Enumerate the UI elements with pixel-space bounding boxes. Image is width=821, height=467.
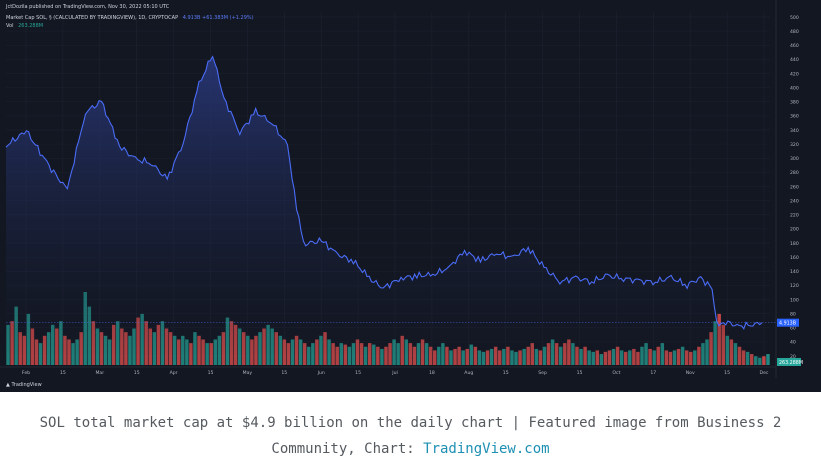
y-axis-tick-label: 160 — [790, 255, 799, 261]
chart-frame: 500 480 460 440 420 400 380 360 340 320 300 280 260 2… — [0, 0, 821, 392]
market-cap-chart: 500 480 460 440 420 400 380 360 340 320 300 280 260 2… — [0, 0, 803, 378]
y-axis-tick-label: 380 — [790, 100, 799, 106]
x-axis-tick-label: Feb — [22, 370, 30, 376]
x-axis-tick-label: Oct — [612, 370, 620, 376]
y-axis-tick-label: 260 — [790, 184, 799, 190]
x-axis-tick-label: Dec — [760, 370, 769, 376]
x-axis-tick-label: Jul — [391, 370, 398, 376]
x-axis-tick-label: 15 — [134, 370, 140, 376]
x-axis-tick-label: Nov — [686, 370, 695, 376]
y-axis-tick-label: 20 — [790, 354, 796, 360]
y-axis-tick-label: 340 — [790, 128, 799, 134]
y-axis-tick-label: 80 — [790, 311, 796, 317]
vol-value: 263.288M — [18, 23, 44, 29]
legend-title: Market Cap SOL, § (CALCULATED BY TRADING… — [6, 15, 179, 21]
vol-badge-label: 263.288M — [779, 360, 803, 366]
y-axis-tick-label: 360 — [790, 114, 799, 120]
y-axis-tick-label: 120 — [790, 283, 799, 289]
y-axis-tick-label: 500 — [790, 15, 799, 21]
last-price-badge — [777, 318, 799, 327]
tradingview-watermark-text: TradingView — [11, 382, 42, 388]
x-axis-tick-label: Aug — [464, 370, 473, 376]
x-axis-tick-label: Sep — [538, 370, 547, 376]
legend-title-row: Market Cap SOL, § (CALCULATED BY TRADING… — [6, 15, 257, 21]
x-axis-tick-label: 15 — [577, 370, 583, 376]
market-cap-line — [5, 55, 763, 330]
x-axis-tick-label: May — [243, 370, 253, 376]
x-axis-tick-label: 15 — [724, 370, 730, 376]
y-axis-tick-label: 460 — [790, 43, 799, 49]
x-axis-tick-label: 15 — [503, 370, 509, 376]
tradingview-watermark: ▲ TradingView — [6, 382, 42, 388]
y-axis-tick-label: 240 — [790, 198, 799, 204]
x-axis-tick-label: Mar — [95, 370, 104, 376]
y-axis-tick-label: 40 — [790, 340, 796, 346]
x-axis-tick-label: 15 — [281, 370, 287, 376]
vol-badge — [777, 358, 801, 366]
legend-values: 4.913B +61.383M (+1.29%) — [182, 15, 254, 21]
publish-info: JctDozila published on TradingView.com, … — [6, 4, 170, 10]
figure-caption: SOL total market cap at $4.9 billion on … — [0, 410, 821, 462]
y-axis-tick-label: 300 — [790, 156, 799, 162]
volume-bar — [762, 356, 766, 365]
x-axis-tick-label: 15 — [355, 370, 361, 376]
vol-label: Vol — [6, 23, 14, 29]
x-axis-tick-label: Apr — [170, 370, 178, 376]
tradingview-logo-icon: ▲ — [6, 382, 10, 388]
y-axis-tick-label: 440 — [790, 57, 799, 63]
caption-link[interactable]: TradingView.com — [423, 441, 550, 457]
y-axis-tick-label: 60 — [790, 326, 796, 332]
x-axis-tick-label: 15 — [60, 370, 66, 376]
x-axis-tick-label: Jun — [317, 370, 325, 376]
y-axis-tick-label: 480 — [790, 29, 799, 35]
caption-text: SOL total market cap at $4.9 billion on … — [39, 415, 782, 457]
x-axis-tick-label: 15 — [208, 370, 214, 376]
y-axis-tick-label: 320 — [790, 142, 799, 148]
y-axis-tick-label: 200 — [790, 227, 799, 233]
y-axis-tick-label: 280 — [790, 170, 799, 176]
y-axis-tick-label: 420 — [790, 71, 799, 77]
y-axis-tick-label: 220 — [790, 213, 799, 219]
y-axis-tick-label: 140 — [790, 269, 799, 275]
market-cap-area — [6, 56, 762, 365]
last-price-badge-label: 4.913B — [779, 320, 796, 326]
y-axis-tick-label: 400 — [790, 85, 799, 91]
y-axis-tick-label: 180 — [790, 241, 799, 247]
vol-legend-row: Vol 263.288M — [6, 23, 46, 29]
x-axis-tick-label: 18 — [429, 370, 435, 376]
volume-bar — [766, 354, 770, 365]
x-axis-tick-label: 17 — [650, 370, 656, 376]
y-axis-tick-label: 100 — [790, 297, 799, 303]
